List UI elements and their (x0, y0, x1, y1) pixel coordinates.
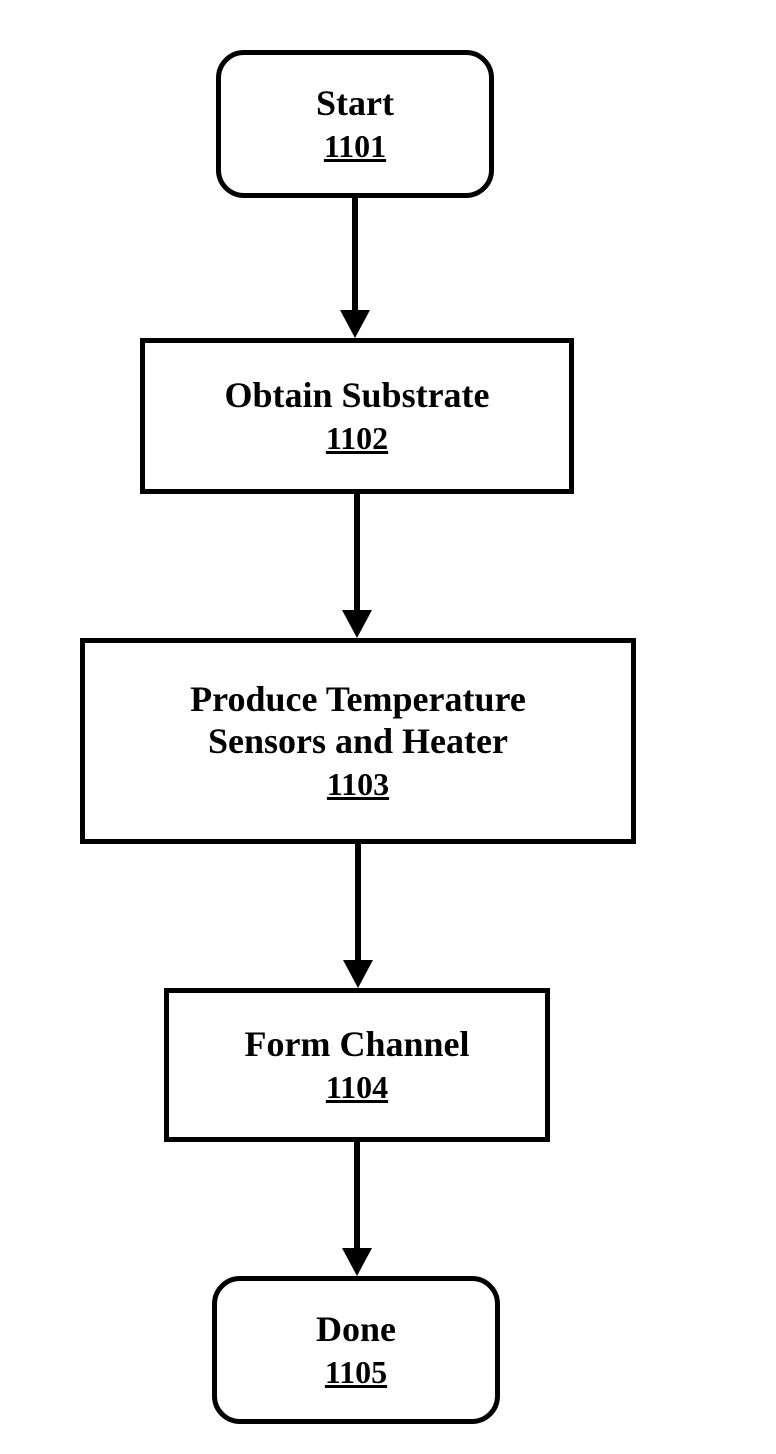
flowchart-edge-line (354, 494, 360, 610)
node-title: Produce TemperatureSensors and Heater (190, 679, 526, 762)
node-number: 1104 (326, 1069, 388, 1106)
flowchart-node-form: Form Channel 1104 (164, 988, 550, 1142)
flowchart-edge-line (352, 198, 358, 310)
flowchart-node-produce: Produce TemperatureSensors and Heater 11… (80, 638, 636, 844)
flowchart-edge-line (354, 1142, 360, 1248)
flowchart-node-start: Start 1101 (216, 50, 494, 198)
node-number: 1102 (326, 420, 388, 457)
node-title: Form Channel (245, 1024, 470, 1065)
node-number: 1101 (324, 128, 386, 165)
node-number: 1103 (327, 766, 389, 803)
flowchart-edge-arrowhead (340, 310, 370, 338)
flowchart-node-obtain: Obtain Substrate 1102 (140, 338, 574, 494)
node-number: 1105 (325, 1354, 387, 1391)
flowchart-node-done: Done 1105 (212, 1276, 500, 1424)
node-title: Start (316, 83, 394, 124)
node-title: Obtain Substrate (224, 375, 489, 416)
flowchart-edge-line (355, 844, 361, 960)
flowchart-canvas: Start 1101 Obtain Substrate 1102 Produce… (0, 0, 776, 1454)
flowchart-edge-arrowhead (342, 610, 372, 638)
flowchart-edge-arrowhead (342, 1248, 372, 1276)
flowchart-edge-arrowhead (343, 960, 373, 988)
node-title: Done (316, 1309, 396, 1350)
